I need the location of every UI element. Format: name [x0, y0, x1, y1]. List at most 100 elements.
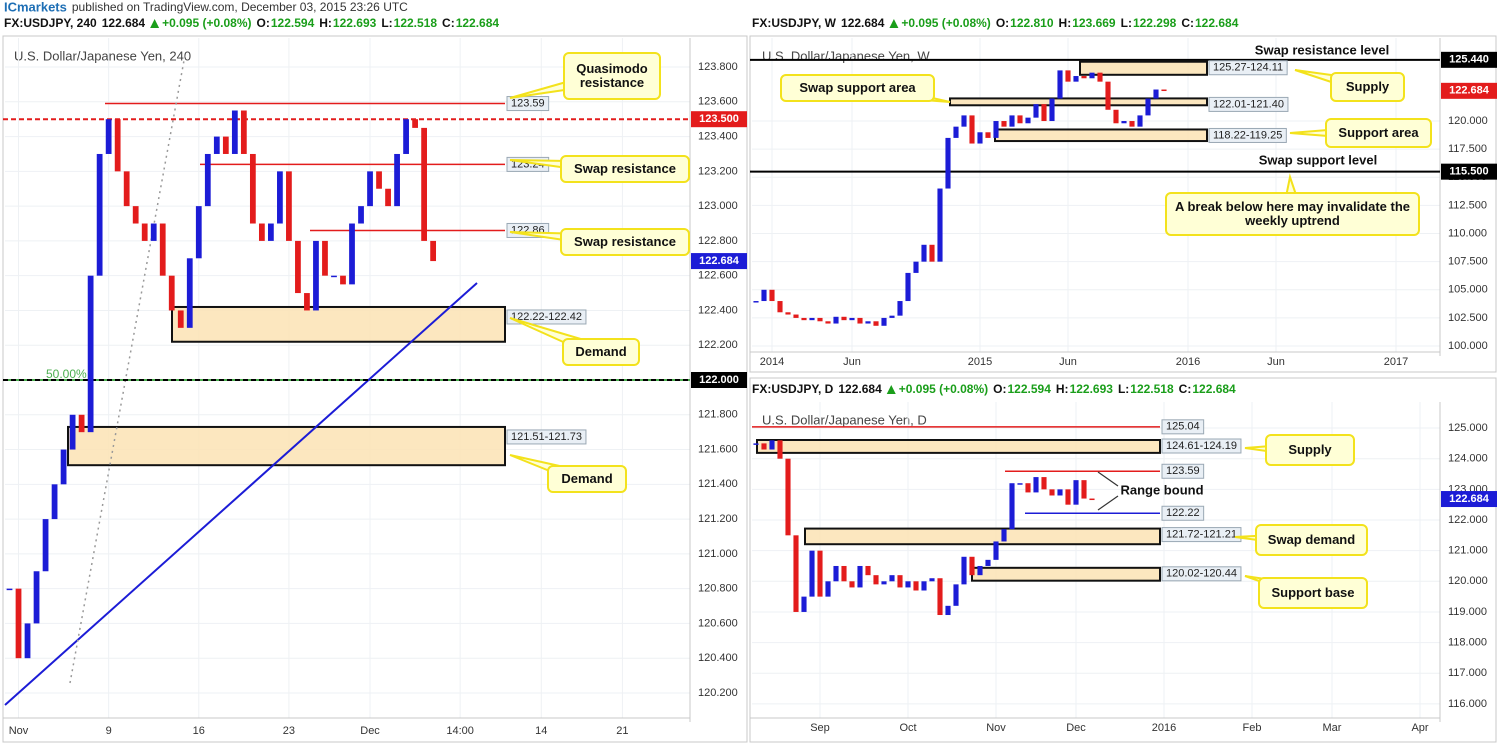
candle [897, 301, 903, 316]
candle [1113, 109, 1119, 124]
candle [969, 115, 975, 144]
candle [304, 293, 310, 311]
candle [1033, 104, 1039, 118]
callout: Swap support area [780, 74, 935, 102]
x-tick-label: Feb [1243, 722, 1262, 734]
candle [825, 321, 831, 324]
callout: Swap demand [1255, 524, 1368, 556]
candle [168, 275, 175, 311]
price-tag [1441, 82, 1497, 99]
ohlc-value: 122.298 [1133, 16, 1177, 30]
level-label: 125.27-124.11 [1213, 62, 1283, 74]
candle [430, 240, 437, 262]
candle [349, 223, 355, 285]
candle [69, 414, 76, 450]
candle [1009, 483, 1015, 530]
candle [801, 317, 807, 321]
ohlc-value: 122.684 [1192, 382, 1236, 396]
y-tick-label: 102.500 [1448, 312, 1488, 324]
candle [268, 223, 274, 241]
candle [785, 312, 791, 315]
candle [24, 623, 31, 659]
candle [769, 289, 775, 302]
publisher: ICmarkets [4, 0, 67, 14]
candle [277, 171, 283, 224]
header-last: 122.684 [102, 16, 146, 30]
callout: Supply [1330, 72, 1405, 102]
y-tick-label: 120.800 [698, 583, 738, 595]
y-tick-label: 120.000 [1448, 575, 1488, 587]
candle [313, 240, 319, 311]
price-tag-label: 122.684 [1449, 85, 1490, 97]
up-arrow [889, 19, 899, 28]
candle [905, 272, 911, 302]
y-tick-label: 100.000 [1448, 340, 1488, 352]
candle [159, 223, 166, 276]
candle [1081, 76, 1087, 79]
ohlc-label: L: [1121, 16, 1132, 30]
y-tick-label: 117.500 [1448, 143, 1487, 155]
candle [213, 136, 220, 154]
candle [240, 110, 247, 154]
candle [1001, 121, 1007, 127]
label-box [1208, 96, 1289, 112]
price-tag-label: 122.684 [1449, 493, 1490, 505]
ohlc-label: C: [1181, 16, 1194, 30]
chart-title: U.S. Dollar/Japanese Yen, 240 [14, 48, 191, 63]
y-tick-label: 124.000 [1448, 453, 1488, 465]
candle [1089, 498, 1095, 501]
candle [1065, 70, 1071, 82]
candle [331, 275, 337, 278]
candle [123, 171, 130, 207]
candle [849, 581, 855, 588]
y-tick-label: 123.800 [698, 61, 738, 73]
candle [1161, 89, 1167, 92]
callout: Support base [1258, 577, 1368, 609]
ohlc-value: 122.693 [333, 16, 377, 30]
y-tick-label: 112.500 [1448, 199, 1487, 211]
candle [322, 240, 328, 276]
price-tag-label: 115.500 [1449, 166, 1488, 178]
ohlc-label: H: [1056, 382, 1069, 396]
candle [857, 565, 863, 588]
candle [1049, 489, 1055, 496]
candle [186, 258, 193, 328]
y-tick-label: 116.000 [1448, 698, 1487, 710]
candle [753, 443, 759, 445]
ohlc-value: 122.594 [1008, 382, 1052, 396]
candle [1001, 529, 1007, 542]
candle [961, 556, 967, 585]
label-box [1161, 566, 1242, 582]
y-tick-label: 118.000 [1448, 637, 1487, 649]
x-tick-label: 23 [283, 725, 295, 737]
header-last: 122.684 [838, 382, 882, 396]
ohlc-value: 122.684 [456, 16, 500, 30]
candle [881, 581, 887, 585]
candle [753, 301, 759, 303]
y-tick-label: 107.500 [1448, 256, 1488, 268]
y-tick-label: 121.200 [698, 513, 738, 525]
candle [6, 588, 13, 591]
level-label: 120.02-120.44 [1166, 568, 1237, 580]
candle [15, 588, 22, 659]
zone [67, 425, 506, 467]
candle [777, 301, 783, 313]
y-tick-label: 120.200 [698, 687, 738, 699]
candle [889, 575, 895, 582]
candle [286, 171, 292, 241]
header-change: +0.095 (+0.08%) [899, 382, 988, 396]
label-box [1208, 127, 1287, 143]
candle [817, 317, 823, 322]
candle [141, 223, 148, 241]
label-box [506, 309, 587, 325]
price-tag-label: 122.684 [699, 255, 740, 267]
header-symbol: FX:USDJPY, 240 [4, 16, 97, 30]
candle [412, 119, 418, 128]
ohlc-value: 122.594 [271, 16, 315, 30]
y-tick-label: 122.600 [698, 270, 738, 282]
y-tick-label: 121.400 [698, 478, 738, 490]
note: Range bound [1120, 482, 1203, 497]
ohlc-value: 122.810 [1010, 16, 1054, 30]
callout: Demand [562, 338, 640, 366]
ohlc-label: H: [1059, 16, 1072, 30]
